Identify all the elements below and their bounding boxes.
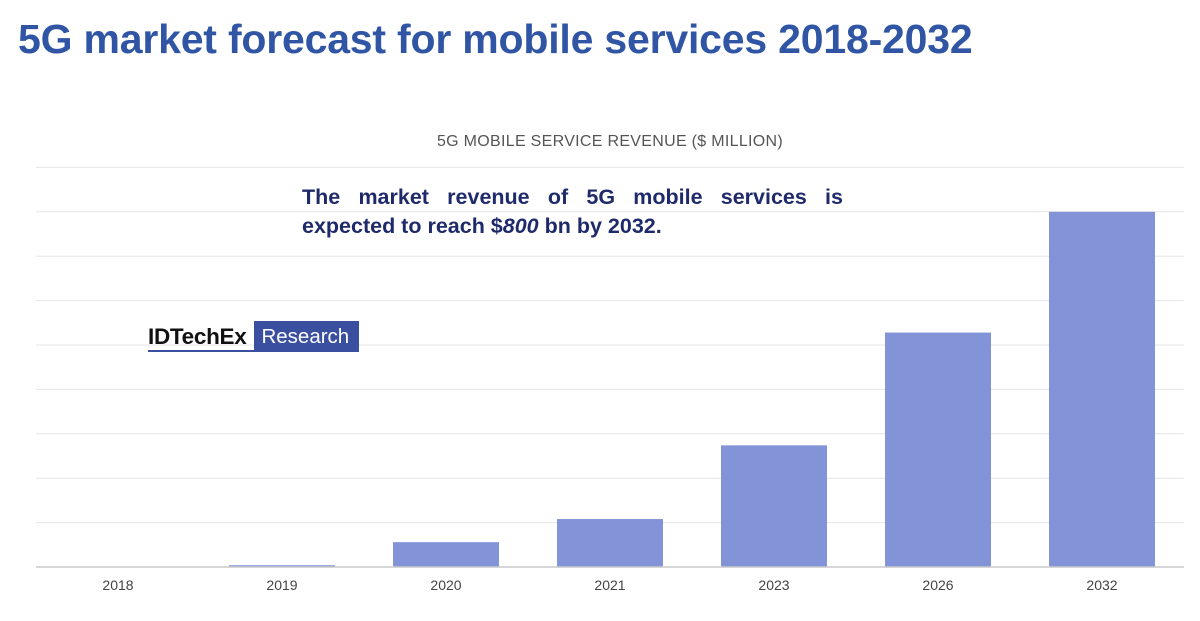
page-title: 5G market forecast for mobile services 2… — [18, 16, 973, 62]
bar-2023 — [721, 445, 827, 567]
logo-badge: Research — [254, 321, 360, 352]
chart-annotation: The market revenue of 5G mobile services… — [302, 183, 843, 241]
chart-gridlines — [36, 166, 1184, 524]
idtechex-logo: IDTechEx Research — [148, 321, 360, 352]
x-tick-label: 2023 — [758, 577, 789, 593]
x-tick-label: 2018 — [102, 577, 133, 593]
chart-bars — [229, 211, 1155, 568]
logo-name: IDTechEx — [148, 321, 255, 352]
x-tick-label: 2032 — [1086, 577, 1117, 593]
bar-2019 — [229, 565, 335, 567]
annotation-text-start: The market revenue of 5G mobile services… — [302, 185, 843, 238]
x-tick-label: 2019 — [266, 577, 297, 593]
x-tick-label: 2026 — [922, 577, 953, 593]
annotation-text-end: bn by 2032. — [538, 214, 662, 238]
bar-2021 — [557, 519, 663, 567]
bar-2020 — [393, 542, 499, 567]
x-tick-label: 2020 — [430, 577, 461, 593]
x-tick-label: 2021 — [594, 577, 625, 593]
chart-title: 5G MOBILE SERVICE REVENUE ($ MILLION) — [437, 133, 783, 150]
annotation-emphasis: 800 — [502, 214, 539, 238]
bar-2032 — [1049, 211, 1155, 568]
bar-2026 — [885, 332, 991, 567]
x-axis-ticks: 2018 2019 2020 2021 2023 2026 2032 — [102, 577, 1117, 593]
